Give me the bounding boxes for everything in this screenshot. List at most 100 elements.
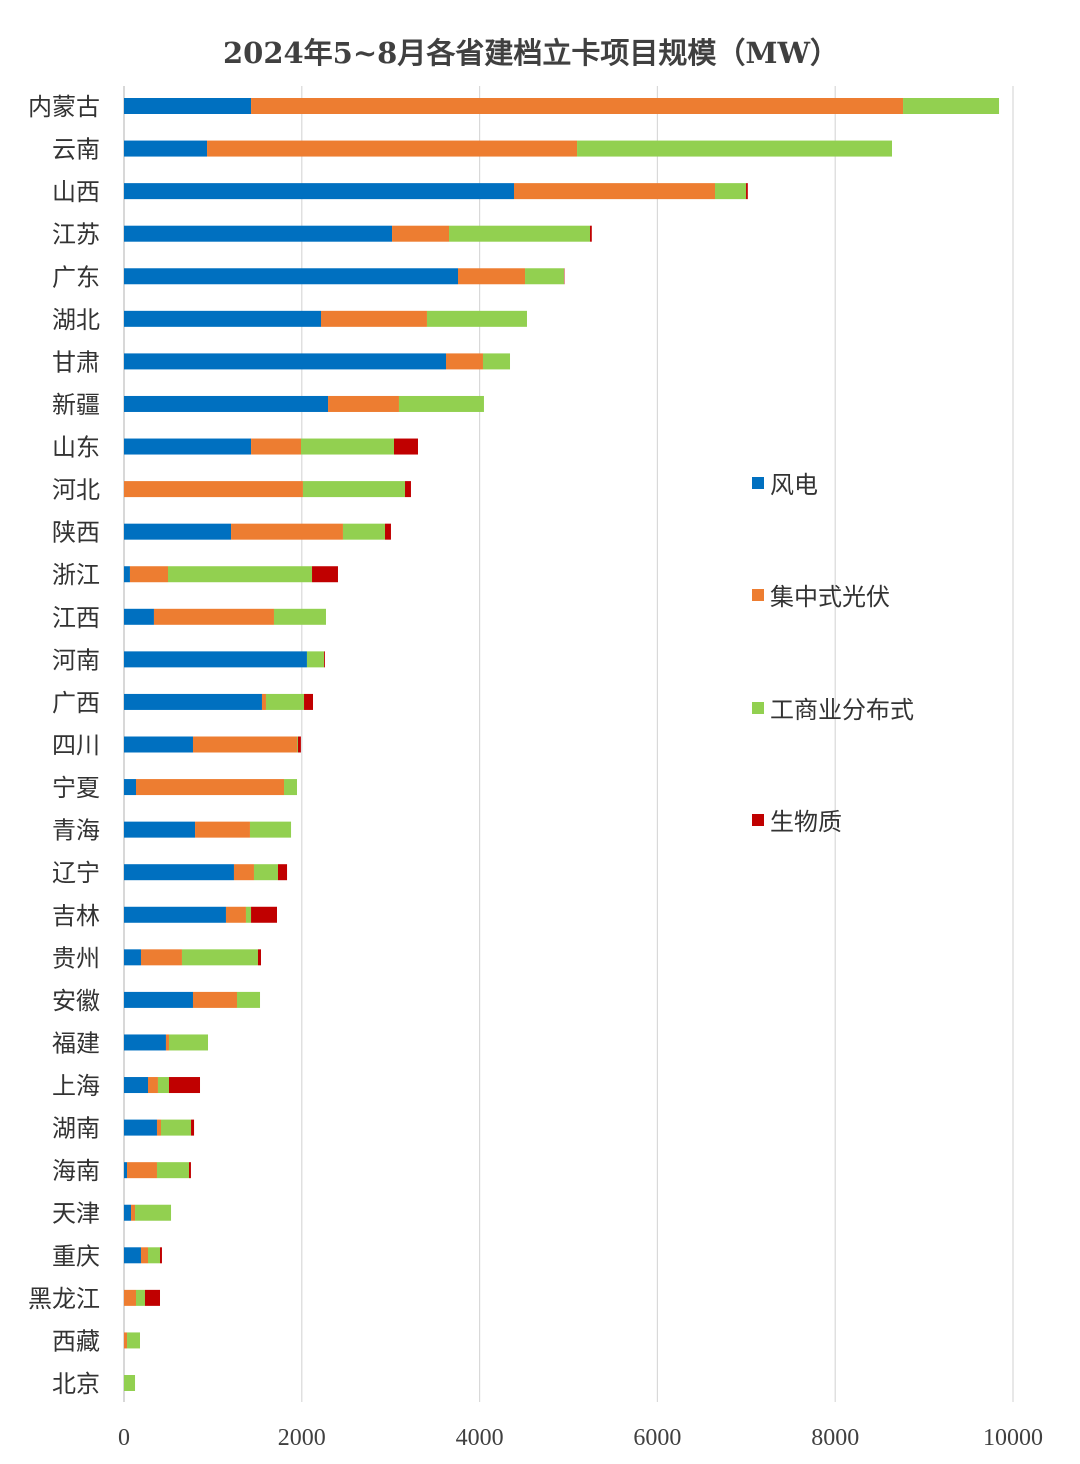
legend-swatch xyxy=(752,702,764,714)
bar-segment xyxy=(148,1077,158,1094)
bar-segment xyxy=(277,864,288,881)
x-tick-label: 2000 xyxy=(278,1425,326,1451)
chart-title: 2024年5~8月各省建档立卡项目规模（MW） xyxy=(223,36,839,70)
category-label: 吉林 xyxy=(52,902,100,930)
bar-segment xyxy=(148,1247,161,1264)
bar-segment xyxy=(273,608,326,625)
bar-segment xyxy=(233,864,254,881)
bar-segment xyxy=(251,906,277,923)
bar-segment xyxy=(249,821,292,838)
bar-segment xyxy=(385,523,391,540)
bar-segment xyxy=(124,1332,128,1349)
bar-segment xyxy=(124,98,252,114)
x-tick-label: 8000 xyxy=(811,1425,859,1451)
bar-segment xyxy=(405,481,411,498)
bar-segment xyxy=(124,310,322,327)
bar-segment xyxy=(127,1332,141,1349)
bar-segment xyxy=(136,1289,145,1306)
category-label: 甘肃 xyxy=(52,348,100,376)
x-tick-label: 10000 xyxy=(983,1425,1043,1451)
category-label: 新疆 xyxy=(52,391,100,419)
bar-segment xyxy=(300,438,394,455)
category-labels: 内蒙古云南山西江苏广东湖北甘肃新疆山东河北陕西浙江江西河南广西四川宁夏青海辽宁吉… xyxy=(28,93,100,1398)
bars xyxy=(124,98,1000,1391)
bar-segment xyxy=(251,98,904,114)
bar-segment xyxy=(124,1034,166,1051)
bar-segment xyxy=(261,693,266,710)
category-label: 重庆 xyxy=(52,1242,100,1270)
bar-segment xyxy=(124,1162,128,1179)
bar-segment xyxy=(514,183,716,200)
bar-segment xyxy=(168,1077,201,1094)
bar-segment xyxy=(124,438,252,455)
bar-segment xyxy=(127,1162,157,1179)
bar-segment xyxy=(124,864,234,881)
bar-segment xyxy=(124,1119,157,1136)
x-tick-labels: 0 2000 4000 6000 8000 10000 xyxy=(118,1425,1043,1451)
bar-segment xyxy=(321,310,427,327)
bar-segment xyxy=(715,183,747,200)
category-label: 内蒙古 xyxy=(28,93,100,121)
bar-segment xyxy=(124,523,232,540)
bar-segment xyxy=(236,991,261,1008)
bar-segment xyxy=(168,1034,209,1051)
legend-swatch xyxy=(752,477,764,489)
x-tick-label: 6000 xyxy=(633,1425,681,1451)
category-label: 陕西 xyxy=(52,519,100,547)
bar-segment xyxy=(457,268,526,285)
bar-segment xyxy=(124,268,458,285)
bar-segment xyxy=(181,949,258,966)
bar-segment xyxy=(188,1162,191,1179)
bar-segment xyxy=(124,651,307,668)
bar-segment xyxy=(746,183,748,200)
bar-segment xyxy=(124,353,446,370)
bar-segment xyxy=(124,821,196,838)
category-label: 湖南 xyxy=(52,1115,100,1143)
category-label: 天津 xyxy=(52,1200,100,1228)
category-label: 浙江 xyxy=(52,561,100,589)
category-label: 广东 xyxy=(52,263,100,291)
bar-segment xyxy=(124,1289,137,1306)
bar-segment xyxy=(157,1077,169,1094)
bar-segment xyxy=(136,779,285,796)
category-label: 河北 xyxy=(52,476,100,504)
bar-segment xyxy=(449,225,591,242)
bar-segment xyxy=(124,949,141,966)
category-label: 西藏 xyxy=(52,1327,100,1355)
category-label: 广西 xyxy=(52,689,100,717)
bar-segment xyxy=(124,1077,149,1094)
category-label: 辽宁 xyxy=(52,859,100,887)
bar-segment xyxy=(304,693,314,710)
bar-segment xyxy=(257,949,261,966)
bar-segment xyxy=(577,140,893,157)
bar-segment xyxy=(124,1204,132,1221)
bar-segment xyxy=(302,481,406,498)
bar-segment xyxy=(296,736,298,753)
bar-segment xyxy=(124,906,226,923)
bar-segment xyxy=(245,906,252,923)
category-label: 上海 xyxy=(52,1072,100,1100)
bar-segment xyxy=(392,225,450,242)
bar-segment xyxy=(207,140,578,157)
legend-swatch xyxy=(752,589,764,601)
category-label: 海南 xyxy=(52,1157,100,1185)
bar-segment xyxy=(253,864,278,881)
bar-segment xyxy=(251,438,301,455)
bar-segment xyxy=(393,438,418,455)
bar-segment xyxy=(192,991,237,1008)
bar-segment xyxy=(265,693,305,710)
legend-label: 工商业分布式 xyxy=(770,696,914,724)
bar-segment xyxy=(398,395,484,412)
bar-segment xyxy=(191,1119,195,1136)
bar-segment xyxy=(131,1204,136,1221)
bar-segment xyxy=(324,651,325,668)
legend-label: 生物质 xyxy=(770,808,842,836)
bar-segment xyxy=(306,651,325,668)
bar-segment xyxy=(426,310,527,327)
bar-segment xyxy=(903,98,1000,114)
bar-segment xyxy=(124,140,208,157)
x-tick-label: 0 xyxy=(118,1425,130,1451)
bar-segment xyxy=(124,1247,141,1264)
